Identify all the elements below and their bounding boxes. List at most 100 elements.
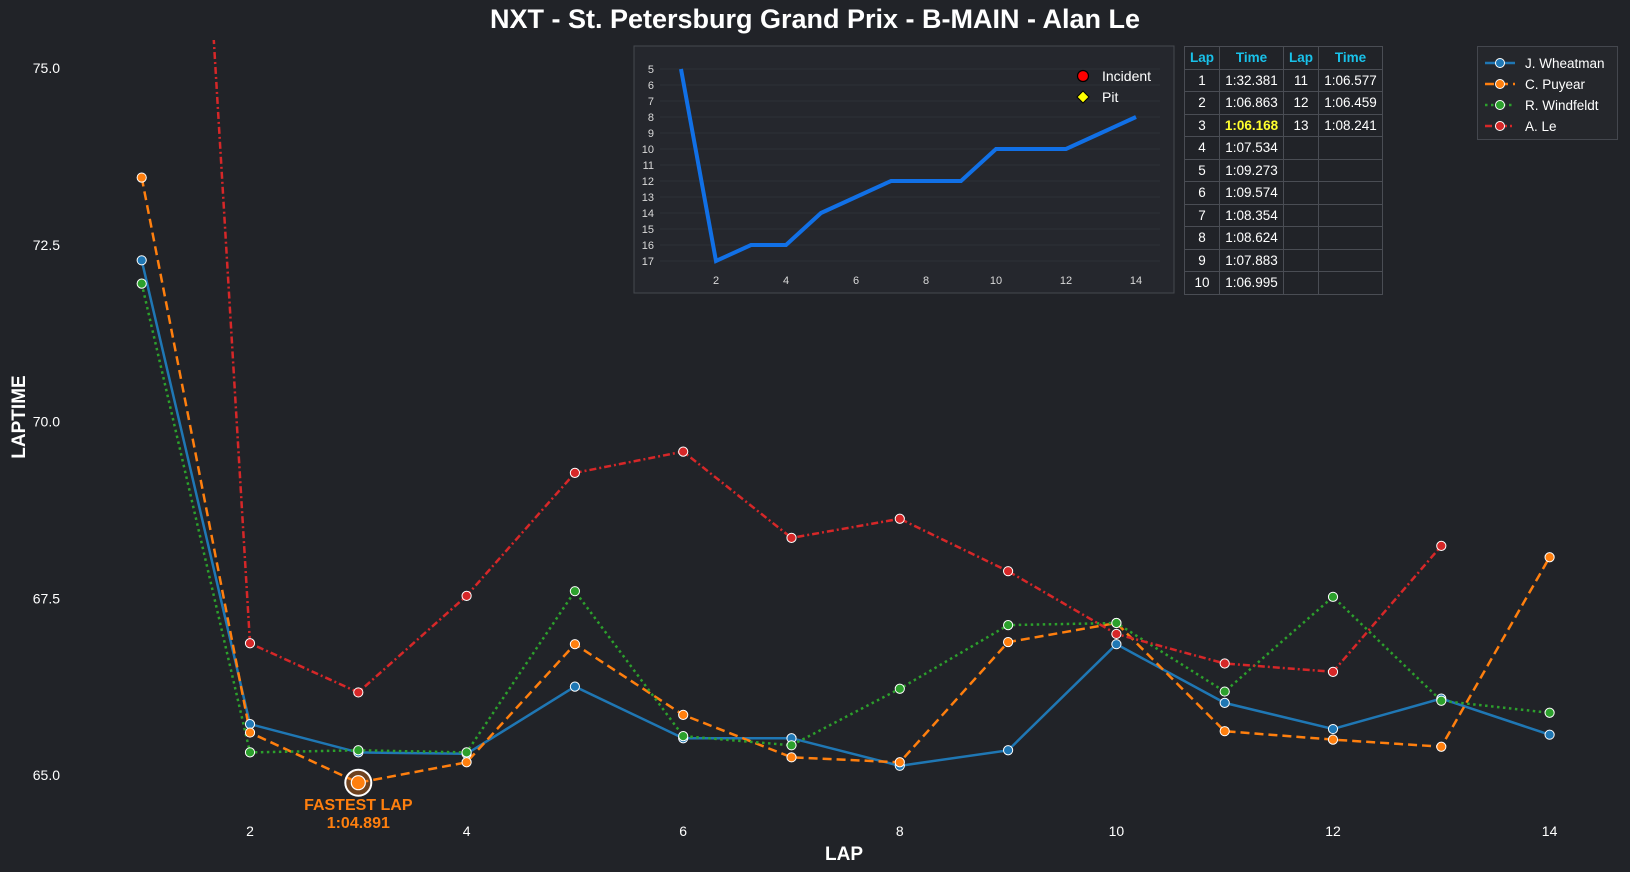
data-point [1436,695,1447,706]
table-cell: 1 [1184,68,1220,92]
table-cell: 1:06.168 [1219,113,1284,137]
data-point [569,639,581,650]
data-point [1327,723,1339,735]
inset-y-tick-label: 8 [648,112,654,124]
data-point [569,681,581,692]
table-header-row: Lap Time Lap Time [1184,46,1383,70]
legend-swatch [1485,121,1515,131]
inset-frame [633,45,1175,294]
table-cell [1283,271,1319,295]
table-row: 8 1:08.624 [1184,226,1383,250]
table-cell [1318,181,1383,205]
table-cell: 1:06.577 [1318,68,1383,92]
legend-swatch [1485,58,1515,68]
table-row: 1 1:32.381 11 1:06.577 [1184,68,1383,92]
x-axis-title: LAP [825,844,863,865]
y-axis-title: LAPTIME [9,375,30,458]
data-point [1327,591,1339,602]
inset-x-tick-label: 2 [713,275,719,287]
data-point [1544,552,1555,563]
data-point [894,757,905,768]
table-cell: 7 [1184,203,1220,227]
table-cell [1318,226,1383,250]
table-cell [1318,158,1383,182]
inset-grid [660,68,1160,262]
data-point [786,752,797,763]
table-cell: 4 [1184,136,1220,160]
data-point [1436,741,1447,752]
data-point [894,683,905,694]
data-point [1111,628,1122,640]
inset-y-tick-label: 7 [648,96,654,108]
table-cell [1283,226,1319,250]
table-cell [1283,136,1319,160]
x-tick-label: 12 [1325,823,1341,839]
data-point [678,709,689,721]
inset-y-tick-labels: 5 6 7 8 9 10 11 12 13 14 15 16 17 [642,64,654,268]
data-point [1111,639,1122,650]
table-cell [1283,203,1319,227]
data-point [894,513,905,524]
x-tick-label: 4 [463,823,471,839]
table-cell: 9 [1184,248,1220,272]
table-header-cell: Time [1219,46,1284,70]
table-cell: 1:06.863 [1219,91,1284,115]
legend-swatch [1485,79,1515,89]
position-inset-chart: 5 6 7 8 9 10 11 12 13 14 15 16 17 2 4 6 8 10 12 14 Inciden… [633,45,1175,294]
inset-y-tick-label: 6 [648,80,654,92]
y-tick-label: 75.0 [33,60,60,76]
data-point [786,532,797,543]
table-cell [1318,248,1383,272]
table-cell: 1:32.381 [1219,68,1284,92]
data-point [1327,734,1339,745]
inset-x-tick-label: 6 [853,275,859,287]
data-point [1544,707,1555,718]
data-point [1327,666,1339,677]
inset-position-line [679,68,1137,264]
table-header-cell: Time [1318,46,1383,70]
data-point [136,255,147,266]
table-row: 6 1:09.574 [1184,181,1383,205]
pit-legend-icon [1076,90,1090,104]
data-point [1219,726,1230,737]
y-tick-label: 70.0 [33,414,60,430]
x-tick-label: 14 [1542,823,1558,839]
inset-x-tick-label: 4 [783,275,789,287]
data-point [461,757,472,768]
legend-item: A. Le [1484,116,1557,136]
table-cell [1318,271,1383,295]
data-point [1003,636,1014,648]
table-cell: 1:07.534 [1219,136,1284,160]
inset-y-tick-label: 9 [648,128,654,140]
y-tick-labels: 65.067.570.072.575.077.580.082.585.0 [33,60,60,783]
data-point [678,446,689,457]
data-point [678,731,689,742]
table-row: 3 1:06.168 13 1:08.241 [1184,113,1383,137]
data-point [1003,566,1014,577]
data-point [1436,540,1447,551]
data-point [244,718,256,730]
data-point [461,747,472,758]
inset-y-tick-label: 5 [648,64,654,76]
table-cell: 1:09.574 [1219,181,1284,205]
y-tick-label: 67.5 [33,590,60,606]
series-markers [136,172,1555,788]
y-tick-label: 65.0 [33,767,60,783]
legend-item: J. Wheatman [1484,53,1605,73]
table-cell: 1:07.883 [1219,248,1284,272]
inset-y-tick-label: 16 [642,240,654,252]
legend-item: C. Puyear [1484,74,1585,94]
inset-x-tick-label: 8 [923,275,929,287]
inset-x-tick-labels: 2 4 6 8 10 12 14 [713,275,1142,287]
table-cell: 11 [1283,68,1319,92]
legend-swatch-marker [1495,79,1505,89]
data-point [1003,745,1014,756]
data-point [1219,658,1230,669]
y-tick-label: 72.5 [33,237,60,253]
table-header-cell: Lap [1184,46,1220,70]
data-point [786,740,797,751]
data-point [244,727,256,738]
